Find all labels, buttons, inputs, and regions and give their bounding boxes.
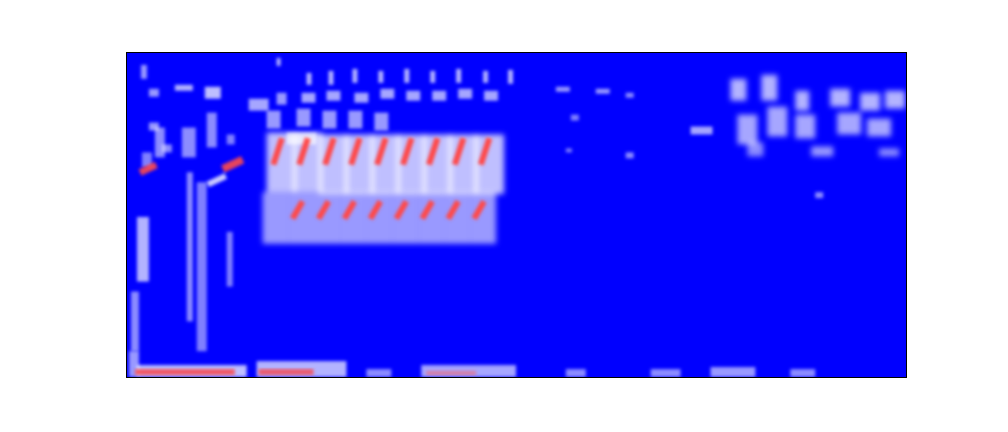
- left-column-energy: [130, 112, 233, 352]
- chirp-train-red-upper: [270, 137, 493, 166]
- spectrogram-background: [127, 53, 906, 377]
- spectrogram-image: [127, 53, 906, 377]
- low-frequency-hot: [134, 369, 477, 376]
- chirp-train-white: [262, 132, 505, 244]
- early-chirps: [138, 156, 245, 188]
- top-tick-row: [276, 57, 514, 103]
- right-cluster: [730, 74, 906, 157]
- chirp-train-red-lower: [289, 199, 487, 221]
- second-row-blobs: [266, 108, 389, 131]
- spectrogram-plot-frame: [126, 52, 907, 378]
- right-upper-band: [555, 86, 824, 199]
